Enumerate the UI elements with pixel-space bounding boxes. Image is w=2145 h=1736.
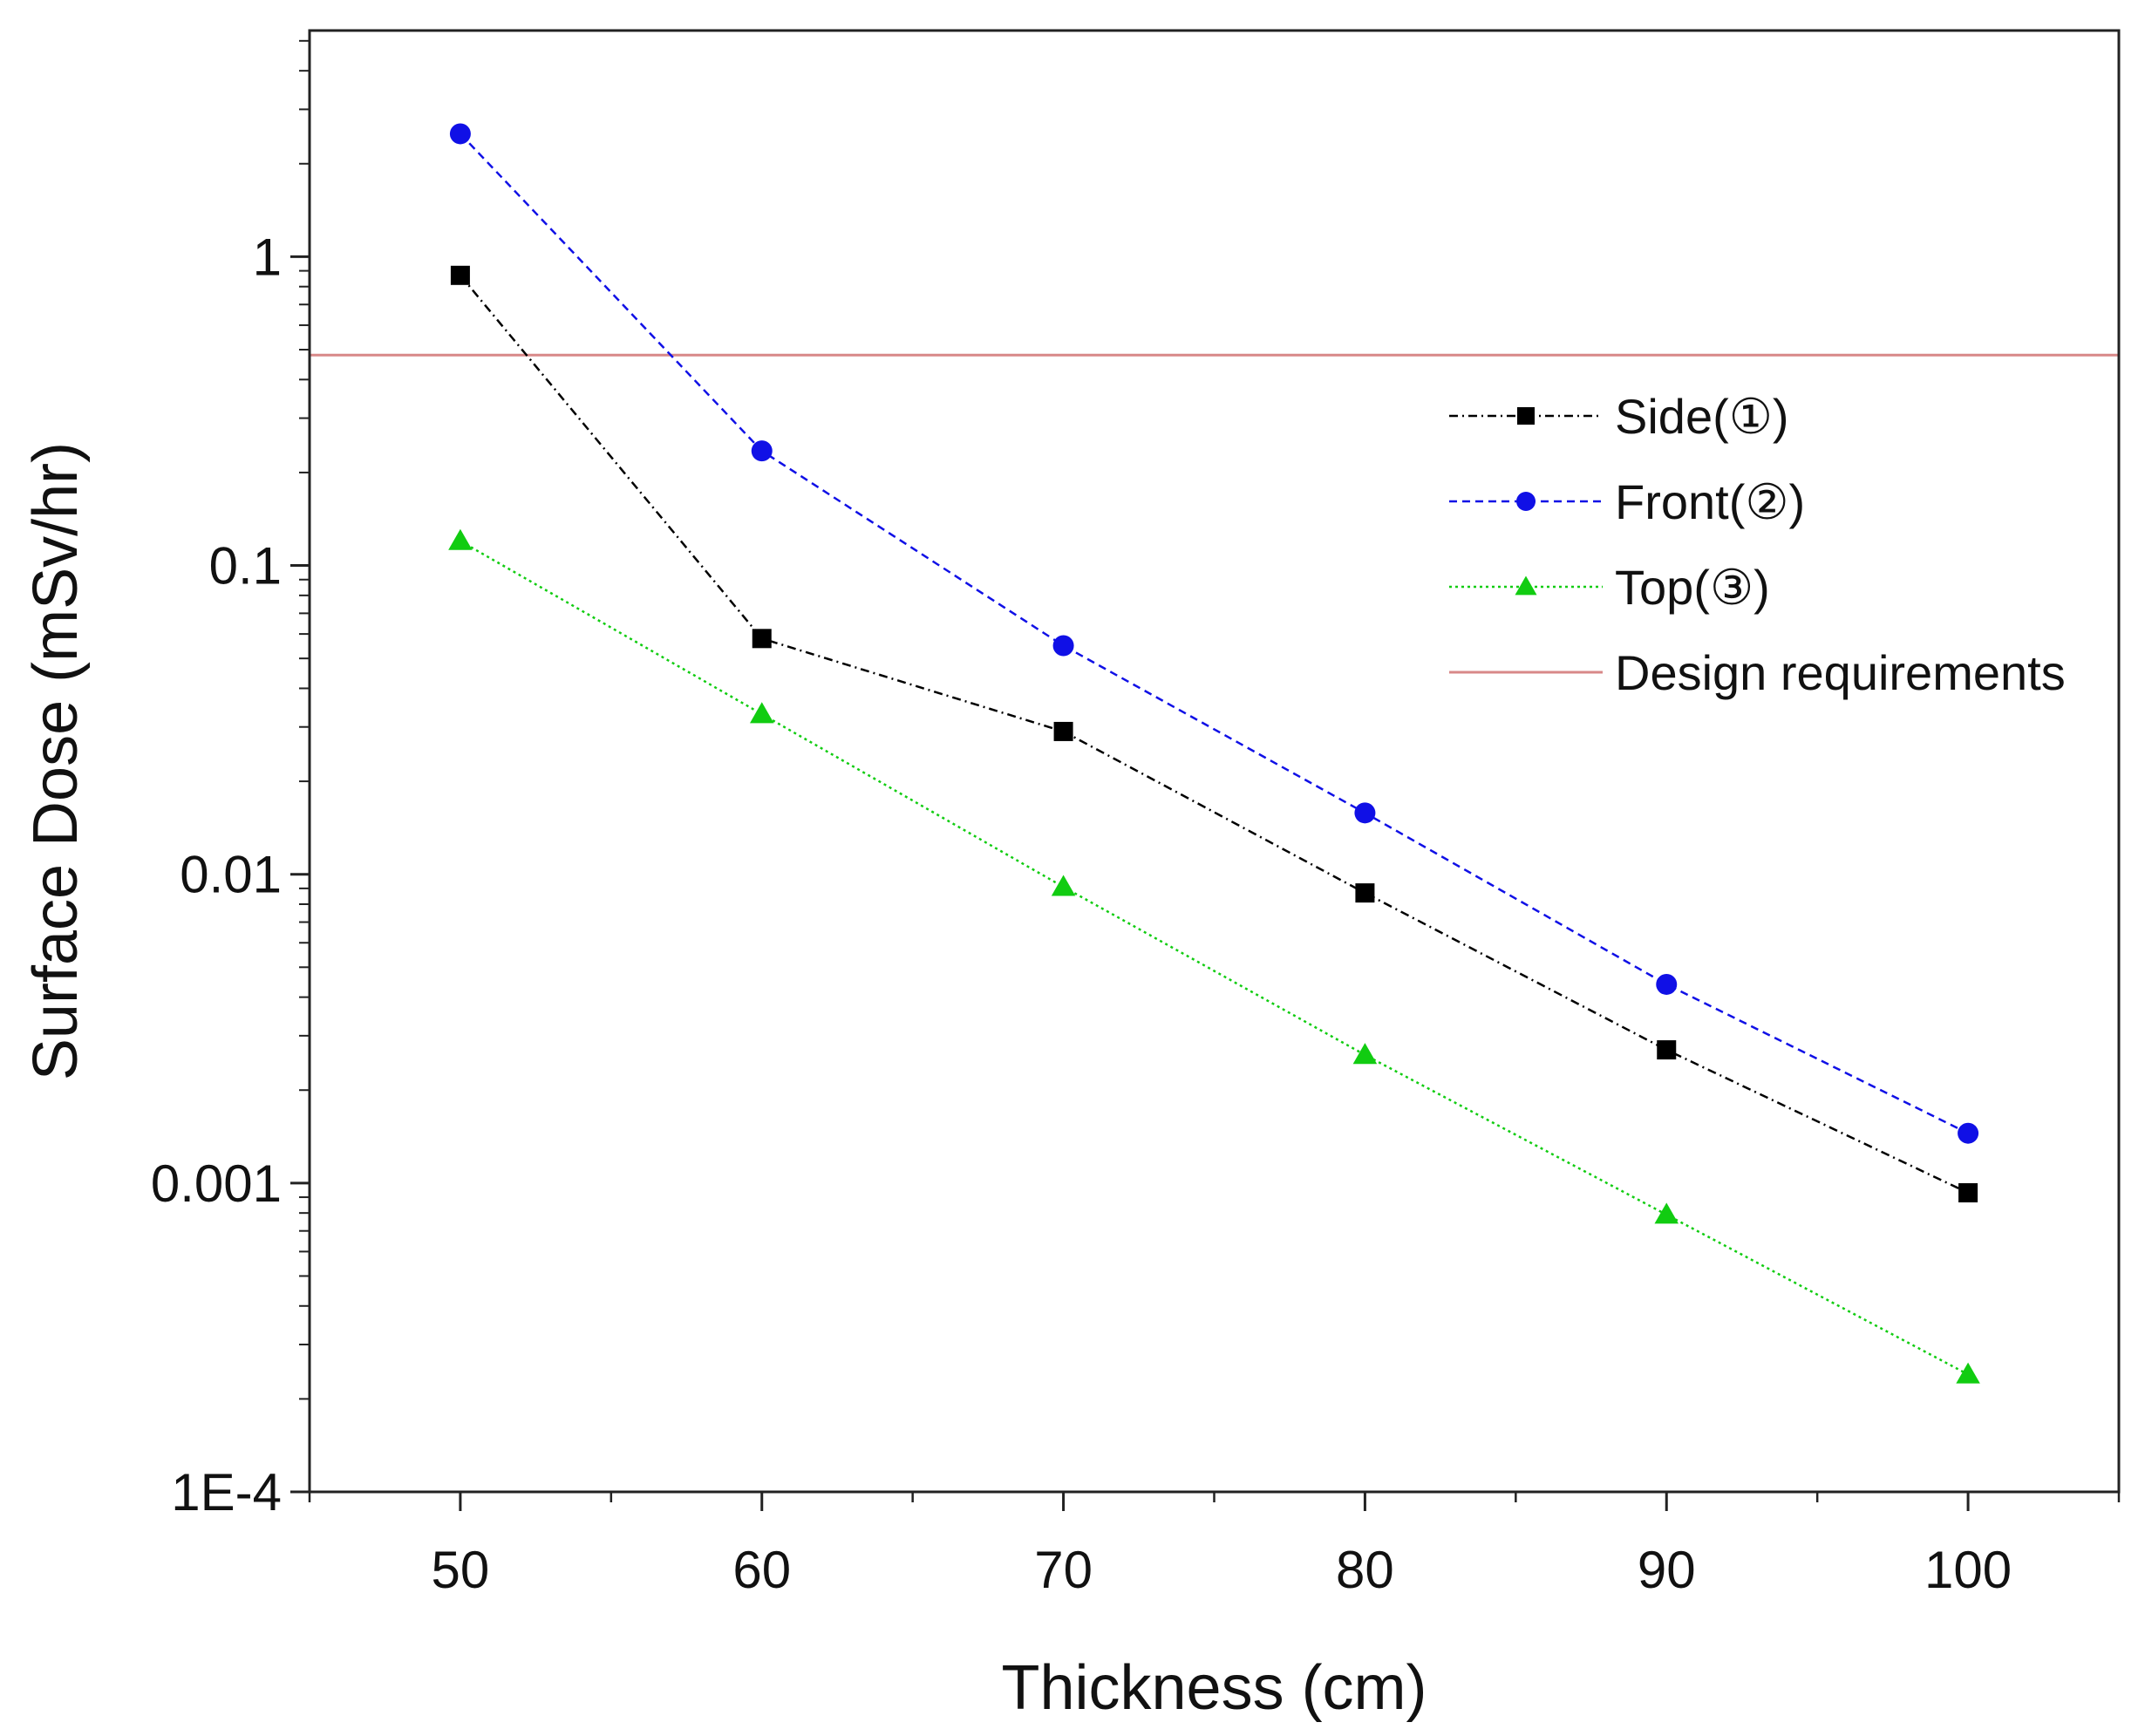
- x-tick-label: 80: [1336, 1541, 1394, 1599]
- x-tick-label: 60: [732, 1541, 791, 1599]
- top-data-point: [750, 702, 774, 724]
- top-series-line: [460, 540, 1969, 1376]
- front-legend-marker: [1516, 492, 1536, 511]
- side-data-point: [752, 629, 772, 649]
- y-tick-label: 1: [253, 228, 282, 286]
- front-data-point: [1656, 973, 1678, 995]
- design-requirements-legend-label: Design requirements: [1615, 645, 2066, 700]
- axes-layer: 50 60 70 80 90 100 1E-4 0.001 0.01 0.1 1 Thickness …: [21, 29, 2121, 1723]
- x-tick-label: 70: [1034, 1541, 1093, 1599]
- y-tick-label: 0.001: [151, 1154, 282, 1213]
- top-data-point: [448, 528, 473, 550]
- x-axis-title: Thickness (cm): [1001, 1653, 1427, 1723]
- side-data-point: [450, 265, 470, 285]
- series-layer: [448, 123, 1980, 1384]
- x-tick-label: 100: [1924, 1541, 2012, 1599]
- side-data-point: [1355, 883, 1375, 903]
- front-data-point: [1052, 635, 1074, 657]
- top-data-point: [1956, 1362, 1980, 1384]
- top-legend-marker: [1515, 575, 1537, 596]
- x-tick-label: 90: [1638, 1541, 1696, 1599]
- front-data-point: [751, 440, 773, 462]
- legend-item: Top(③): [1449, 560, 1770, 615]
- top-legend-label: Top(③): [1615, 560, 1770, 615]
- top-data-point: [1051, 875, 1076, 896]
- top-data-point: [1654, 1202, 1679, 1224]
- side-data-point: [1958, 1183, 1978, 1203]
- side-legend-label: Side(①): [1615, 389, 1789, 444]
- legend-item: Front(②): [1449, 474, 1805, 529]
- side-legend-marker: [1517, 407, 1535, 425]
- y-axis-title: Surface Dose (mSv/hr): [21, 442, 91, 1080]
- y-tick-label: 1E-4: [171, 1463, 282, 1522]
- front-data-point: [449, 123, 471, 145]
- y-tick-label: 0.01: [180, 846, 282, 904]
- side-data-point: [1657, 1040, 1677, 1060]
- front-data-point: [1354, 802, 1376, 824]
- x-tick-label: 50: [432, 1541, 490, 1599]
- legend-item: Side(①): [1449, 389, 1789, 444]
- legend-item: Design requirements: [1449, 645, 2066, 700]
- y-tick-label: 0.1: [209, 537, 282, 596]
- top-data-point: [1352, 1043, 1378, 1065]
- front-series-line: [460, 133, 1969, 1134]
- side-data-point: [1053, 721, 1073, 741]
- front-data-point: [1958, 1122, 1979, 1144]
- legend: Side(①) Front(②) Top(③) Design requirements: [1449, 389, 2066, 700]
- front-legend-label: Front(②): [1615, 474, 1805, 529]
